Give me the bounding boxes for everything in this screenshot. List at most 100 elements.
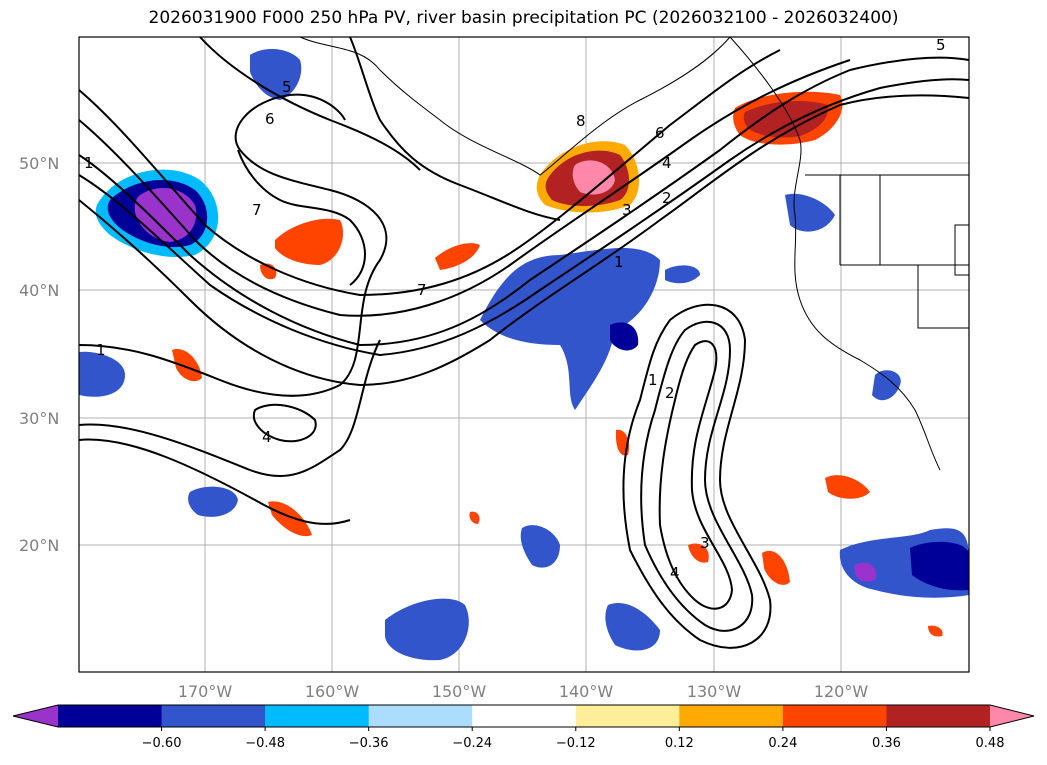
contour-label: 1	[96, 341, 106, 359]
blob-neg-central	[480, 248, 660, 410]
colorbar: −0.60 −0.48 −0.36 −0.24 −0.12 0.12 0.24 0.36 0.4…	[12, 704, 1035, 751]
contour-labels: 5 6 7 8 6 4 3 2 1 1 1 7 4 1 2 3 4 5	[84, 36, 946, 582]
lon-label-150w: 150°W	[432, 682, 487, 701]
colorbar-tick-label: −0.60	[142, 736, 182, 751]
latitude-labels: 50°N 40°N 30°N 20°N	[19, 154, 59, 555]
lon-label-120w: 120°W	[814, 682, 869, 701]
colorbar-tick-label: 0.12	[665, 736, 694, 751]
contour-south-1	[78, 339, 381, 478]
coastline-na-west	[729, 36, 941, 471]
colorbar-segment	[265, 705, 370, 727]
contour-jet-3	[78, 59, 851, 317]
blob-pos-east	[825, 475, 870, 499]
colorbar-tick-label: 0.24	[768, 736, 797, 751]
lat-label-50n: 50°N	[19, 154, 59, 173]
colorbar-segment	[368, 705, 473, 727]
colorbar-tick-label: −0.36	[349, 736, 389, 751]
contour-label: 7	[417, 281, 427, 299]
contour-jet-2	[78, 78, 970, 357]
contour-label: 4	[262, 428, 272, 446]
blob-neg-central-core	[610, 322, 639, 351]
contour-label: 6	[655, 124, 665, 142]
contour-label: 4	[662, 154, 672, 172]
lon-label-140w: 140°W	[559, 682, 614, 701]
blob-neg-coast	[785, 193, 835, 232]
blob-neg-south2	[385, 598, 469, 661]
colorbar-tick-label: 0.48	[976, 736, 1005, 751]
blob-pos-small2	[435, 243, 480, 270]
colorbar-segment	[161, 705, 266, 727]
colorbar-extend-left	[13, 705, 58, 727]
colorbar-tick-label: −0.12	[556, 736, 596, 751]
contour-label: 5	[282, 78, 292, 96]
blob-pos-ne-core	[743, 100, 829, 138]
colorbar-segment	[575, 705, 680, 727]
blob-pos-small4	[268, 501, 312, 537]
contour-label: 8	[576, 112, 586, 130]
blob-pos-small8	[928, 625, 943, 637]
lat-label-30n: 30°N	[19, 409, 59, 428]
chart-title: 2026031900 F000 250 hPa PV, river basin …	[148, 8, 899, 28]
blob-pos-central-core	[572, 160, 615, 195]
contour-loop-inner	[658, 340, 734, 610]
contour-label: 1	[84, 154, 94, 172]
blob-neg-se-purple	[854, 562, 877, 582]
colorbar-tick-label: −0.24	[452, 736, 492, 751]
lon-label-160w: 160°W	[305, 682, 360, 701]
contour-7	[237, 149, 366, 286]
blob-neg-socal	[872, 370, 901, 401]
colorbar-segment	[782, 705, 887, 727]
colorbar-extend-right	[990, 705, 1034, 727]
contour-label: 7	[252, 201, 262, 219]
coastlines	[299, 36, 970, 471]
pv-contours	[78, 36, 970, 649]
positive-pc-shading	[172, 91, 943, 637]
colorbar-tick-label: 0.36	[872, 736, 901, 751]
lon-label-170w: 170°W	[178, 682, 233, 701]
lon-label-130w: 130°W	[687, 682, 742, 701]
blob-neg-west-core	[134, 187, 197, 242]
blob-pos-small6	[762, 550, 790, 585]
negative-pc-shading	[79, 48, 969, 661]
contour-jet-4	[78, 49, 781, 297]
colorbar-segment	[472, 705, 577, 727]
contour-label: 1	[614, 253, 624, 271]
contour-loop-4	[252, 403, 317, 443]
blob-neg-small1	[665, 265, 700, 284]
blob-neg-sw	[188, 486, 238, 517]
colorbar-segments	[58, 705, 991, 727]
blob-neg-se-core	[910, 541, 969, 591]
contour-label: 3	[622, 201, 632, 219]
border-states3	[917, 265, 969, 329]
lat-label-20n: 20°N	[19, 536, 59, 555]
contour-label: 6	[265, 110, 275, 128]
contour-north-2	[199, 36, 421, 171]
contour-label: 2	[665, 384, 675, 402]
blob-neg-south1	[520, 525, 560, 568]
contour-label: 3	[700, 534, 710, 552]
blob-pos-small7	[688, 543, 709, 563]
contour-loop-outer	[622, 303, 772, 649]
contour-label: 1	[648, 371, 658, 389]
contour-jet-1	[78, 56, 970, 347]
longitude-labels: 170°W 160°W 150°W 140°W 130°W 120°W	[178, 682, 869, 701]
map-background	[79, 37, 969, 672]
contour-jet-5	[78, 94, 970, 387]
blob-pos-small3	[172, 349, 202, 382]
colorbar-outline	[12, 704, 1035, 728]
contour-label: 4	[670, 564, 680, 582]
contour-south-2	[78, 438, 351, 525]
colorbar-segment	[886, 705, 991, 727]
colorbar-segment	[58, 705, 163, 727]
lat-label-40n: 40°N	[19, 281, 59, 300]
colorbar-tick-label: −0.48	[245, 736, 285, 751]
blob-pos-small9	[469, 511, 480, 524]
contour-north-1	[349, 36, 561, 221]
colorbar-ticks: −0.60 −0.48 −0.36 −0.24 −0.12 0.12 0.24 0.36 0.4…	[142, 727, 1005, 751]
map-frame	[78, 36, 970, 673]
colorbar-segment	[679, 705, 784, 727]
contour-label: 5	[936, 36, 946, 54]
contour-loop-mid	[640, 320, 754, 632]
blob-pos-mid-west	[275, 218, 344, 265]
